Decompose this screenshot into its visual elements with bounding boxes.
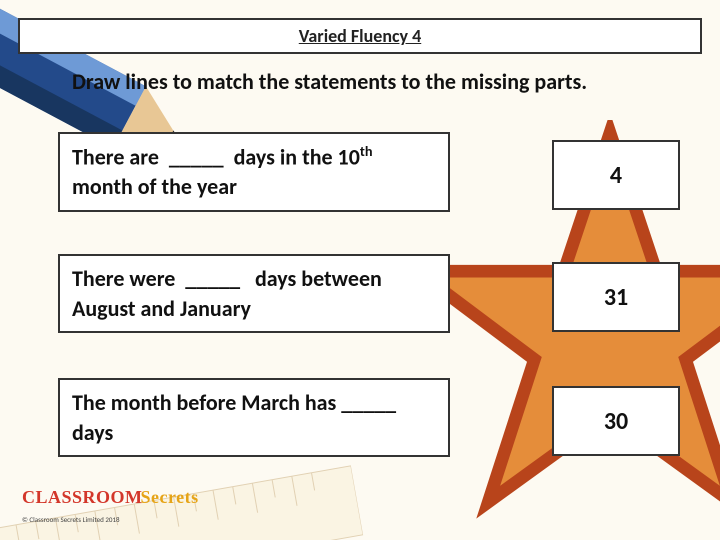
statement-box-1: There are _____ days in the 10th month o…	[58, 132, 450, 212]
logo-part1: CLASSROOM	[22, 487, 143, 507]
answer-box-1: 4	[552, 140, 680, 210]
logo: CLASSROOMSecrets	[22, 487, 199, 508]
answer-label: 4	[610, 161, 622, 190]
statement-box-3: The month before March has _____ days	[58, 378, 450, 457]
logo-part2: Secrets	[141, 487, 199, 507]
copyright: © Classroom Secrets Limited 2018	[22, 515, 120, 524]
answer-label: 31	[604, 283, 628, 312]
answer-label: 30	[604, 407, 628, 436]
answer-box-2: 31	[552, 262, 680, 332]
statement-box-2: There were _____ days between August and…	[58, 254, 450, 333]
instruction-text: Draw lines to match the statements to th…	[72, 68, 672, 95]
header-box: Varied Fluency 4	[18, 18, 702, 54]
answer-box-3: 30	[552, 386, 680, 456]
header-title: Varied Fluency 4	[299, 25, 421, 47]
